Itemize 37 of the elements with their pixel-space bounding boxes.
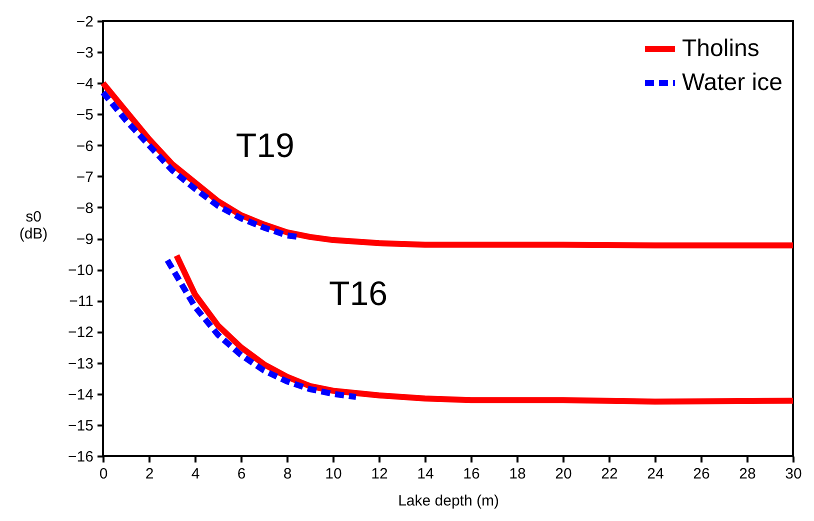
- legend-label: Water ice: [682, 69, 782, 96]
- x-tick-label: 8: [283, 466, 292, 482]
- y-tick-label: −13: [68, 355, 94, 372]
- x-tick-label: 2: [145, 466, 154, 482]
- y-tick-label: −15: [68, 417, 94, 434]
- annotation: T19: [236, 127, 294, 166]
- annotation: T16: [329, 275, 388, 314]
- y-tick-label: −4: [76, 76, 94, 93]
- x-tick-label: 0: [99, 466, 108, 482]
- x-tick-label: 12: [371, 466, 388, 482]
- x-tick-label: 28: [739, 466, 756, 482]
- x-tick-label: 24: [647, 466, 664, 482]
- x-tick-label: 22: [601, 466, 618, 482]
- x-tick-label: 20: [555, 466, 572, 482]
- x-tick-label: 30: [785, 466, 802, 482]
- x-tick-label: 4: [191, 466, 200, 482]
- y-tick-label: −14: [68, 386, 94, 404]
- x-tick-label: 18: [509, 466, 526, 482]
- x-tick-label: 10: [325, 466, 342, 482]
- y-tick-label: −10: [68, 262, 94, 280]
- legend-label: Tholins: [682, 35, 760, 62]
- y-tick-label: −8: [76, 200, 94, 217]
- x-tick-label: 26: [693, 466, 710, 482]
- y-tick-label: −16: [68, 448, 94, 466]
- x-tick-label: 16: [463, 466, 480, 482]
- x-axis-title: Lake depth (m): [398, 492, 499, 510]
- y-tick-label: −11: [69, 293, 94, 310]
- y-tick-label: −7: [76, 168, 94, 186]
- x-tick-label: 14: [417, 466, 434, 482]
- y-tick-label: −3: [76, 44, 94, 62]
- y-tick-label: −5: [76, 106, 94, 124]
- y-tick-label: −9: [76, 231, 94, 248]
- y-tick-label: −2: [76, 14, 94, 30]
- y-axis-title: s0 (dB): [19, 208, 48, 242]
- y-tick-label: −6: [76, 138, 94, 155]
- x-tick-label: 6: [237, 466, 246, 482]
- y-tick-label: −12: [68, 324, 94, 342]
